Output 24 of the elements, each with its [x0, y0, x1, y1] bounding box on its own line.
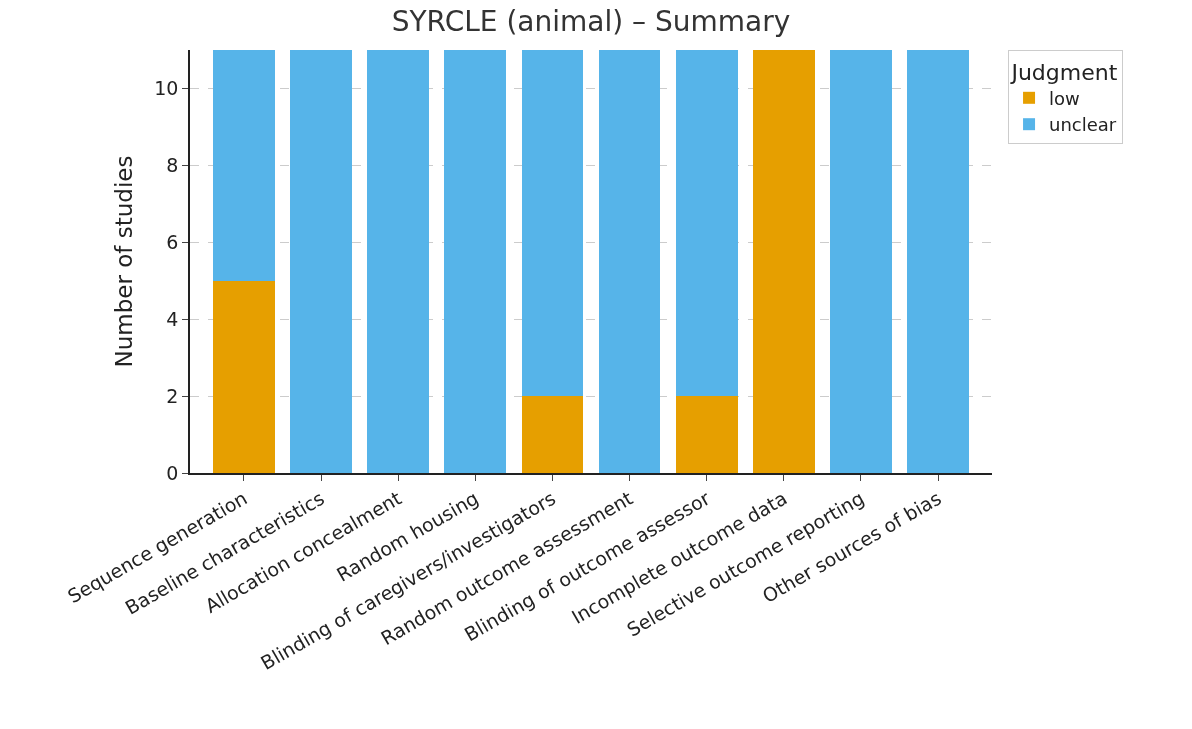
bar	[830, 50, 892, 473]
y-tick-label: 8	[166, 154, 179, 177]
bar	[521, 396, 584, 473]
y-tick-label: 2	[166, 384, 179, 407]
y-tick-label: 0	[166, 461, 179, 484]
bar	[213, 280, 275, 473]
bar	[675, 50, 738, 397]
legend-label: unclear	[1049, 114, 1117, 136]
legend-label: low	[1049, 87, 1080, 109]
bar	[675, 396, 738, 473]
bar	[521, 50, 584, 397]
y-axis-title: Number of studies	[111, 155, 138, 368]
bar	[367, 50, 430, 473]
bar	[290, 50, 352, 473]
bar	[598, 50, 661, 473]
bar	[213, 50, 275, 281]
y-tick-label: 6	[166, 230, 179, 253]
y-tick-label: 4	[166, 307, 179, 330]
legend-title: Judgment	[1009, 59, 1118, 85]
bar	[752, 50, 815, 473]
bar	[907, 50, 969, 473]
bar	[444, 50, 507, 473]
chart-title: SYRCLE (animal) – Summary	[391, 4, 791, 38]
y-tick-label: 10	[154, 77, 179, 100]
